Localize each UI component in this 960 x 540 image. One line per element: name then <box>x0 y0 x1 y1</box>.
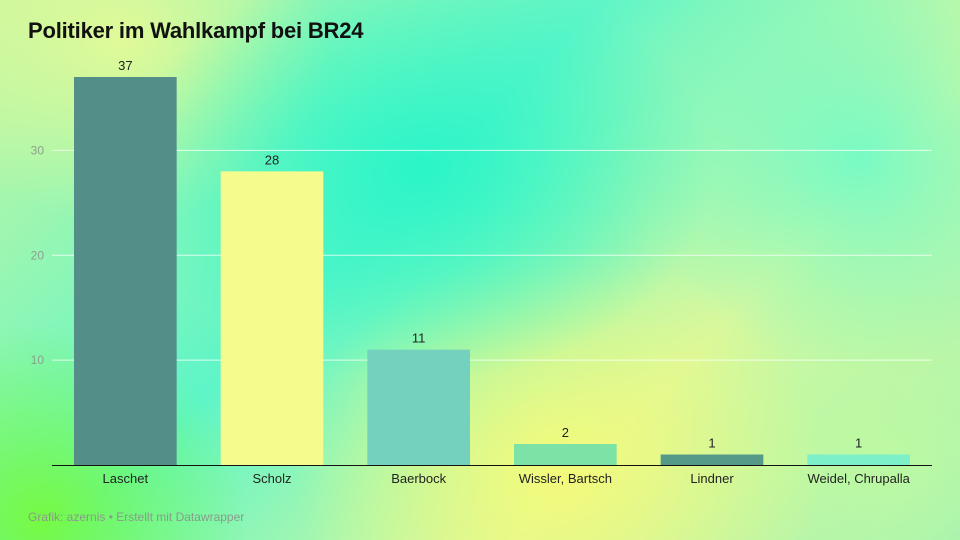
category-label: Laschet <box>103 471 149 486</box>
value-label: 28 <box>265 152 279 167</box>
category-label: Wissler, Bartsch <box>519 471 612 486</box>
bar <box>660 454 764 465</box>
footer-credit: Grafik: azernis • Erstellt mit Datawrapp… <box>28 510 245 524</box>
value-label: 1 <box>855 436 862 451</box>
category-label: Weidel, Chrupalla <box>807 471 910 486</box>
chart-title: Politiker im Wahlkampf bei BR24 <box>28 18 364 43</box>
category-label: Lindner <box>690 471 734 486</box>
gridlines <box>52 149 932 361</box>
bar <box>74 77 177 465</box>
category-label: Scholz <box>252 471 291 486</box>
bar <box>807 454 910 465</box>
value-label: 2 <box>562 425 569 440</box>
bar <box>220 171 324 466</box>
bars <box>74 77 910 466</box>
y-tick-label: 20 <box>31 248 45 262</box>
category-labels: Laschet Scholz Baerbock Wissler, Bartsch Lin… <box>103 471 911 486</box>
bar <box>514 444 617 465</box>
y-axis-ticks: 10 20 30 <box>31 143 45 367</box>
y-tick-label: 10 <box>31 353 45 367</box>
bar <box>367 349 470 465</box>
category-label: Baerbock <box>391 471 446 486</box>
y-tick-label: 30 <box>31 143 45 157</box>
value-label: 11 <box>412 331 426 346</box>
value-label: 1 <box>708 436 715 451</box>
value-label: 37 <box>118 58 132 73</box>
